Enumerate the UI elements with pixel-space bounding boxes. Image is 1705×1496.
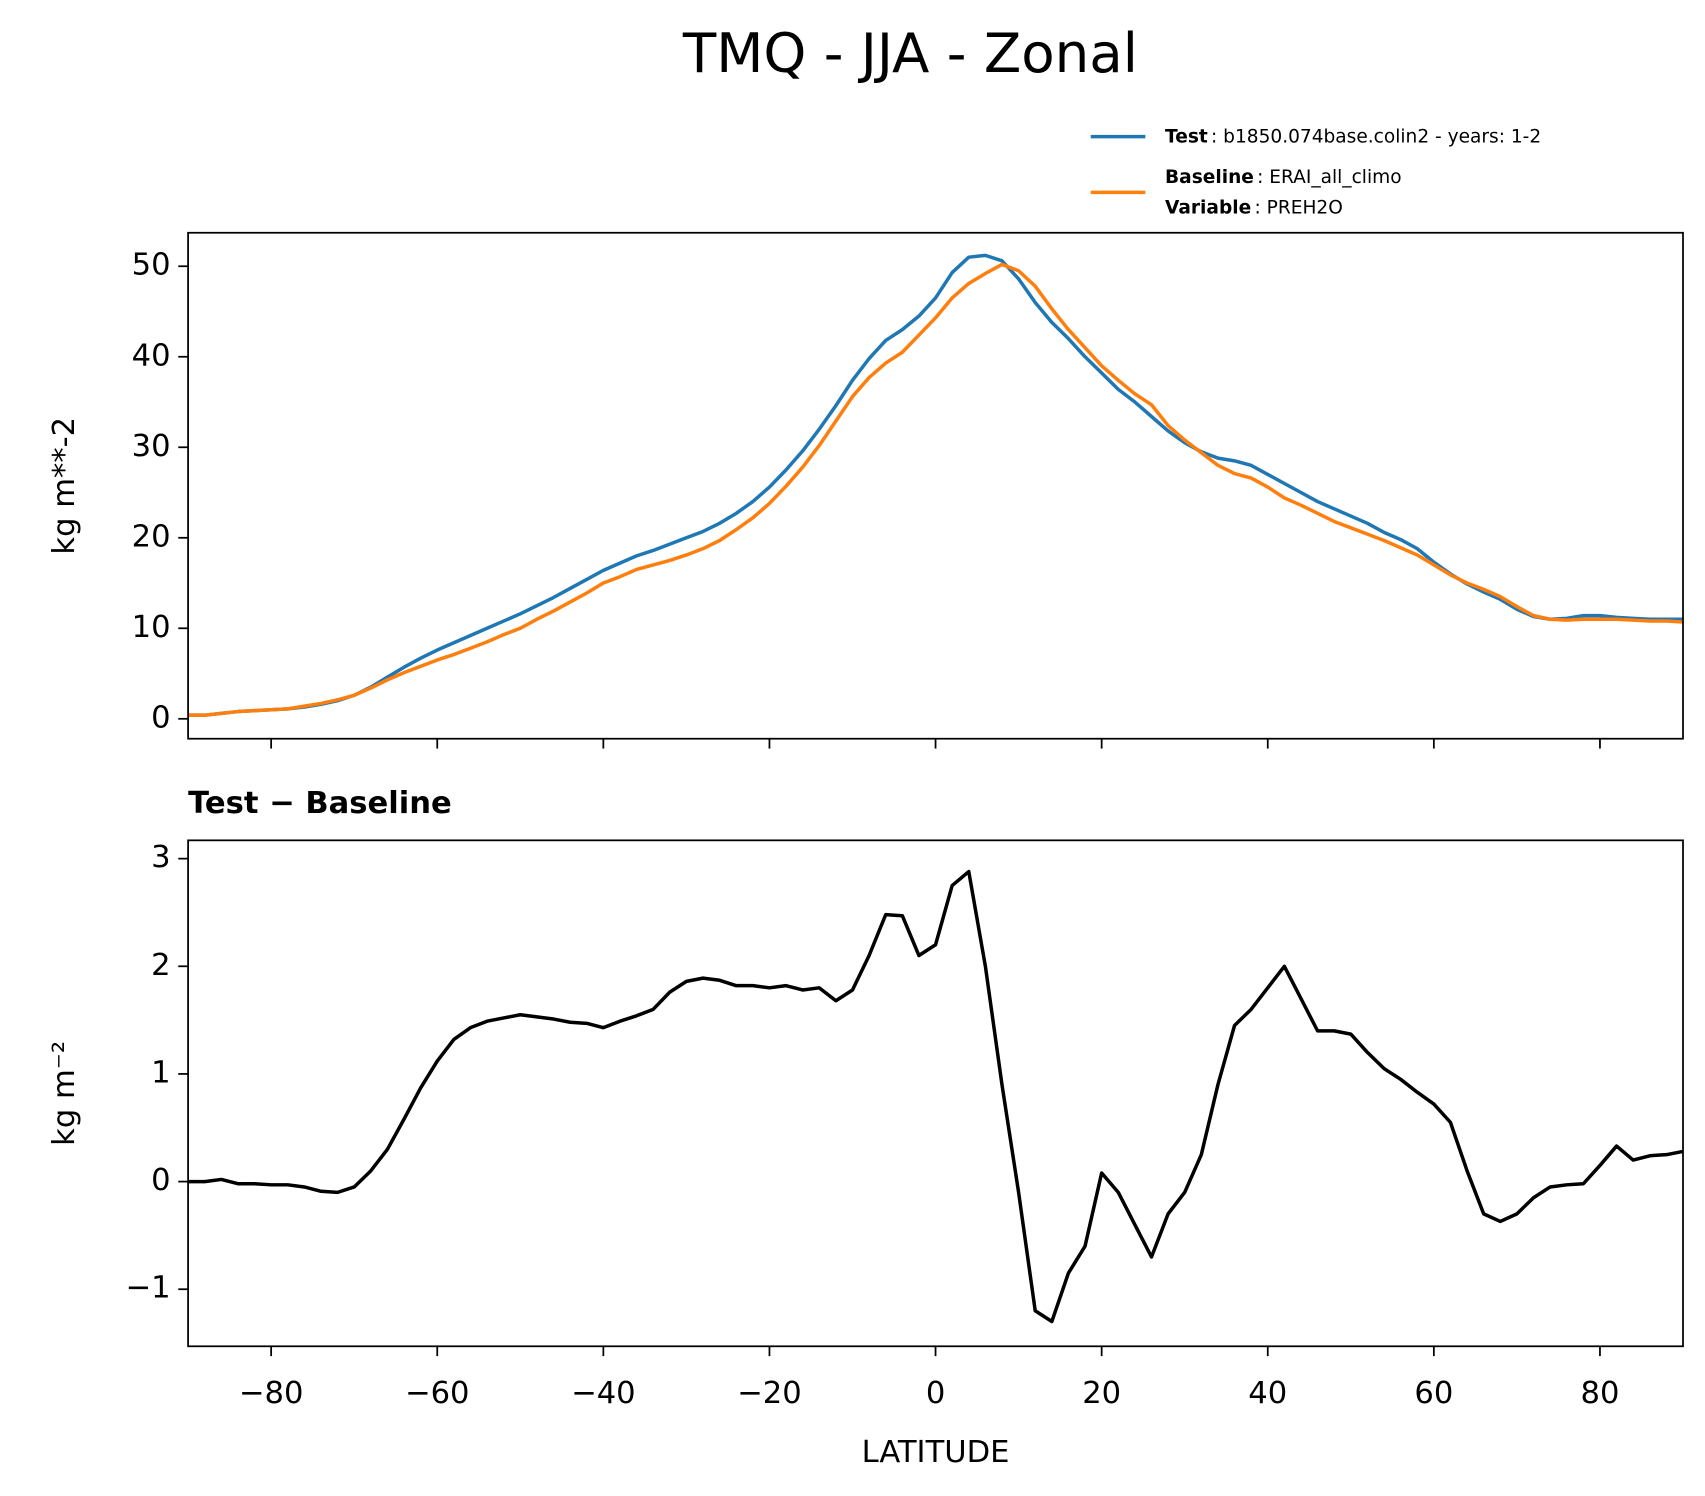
y-tick-label: 2	[151, 948, 170, 983]
x-tick-label: −80	[239, 1376, 304, 1411]
legend-label: : b1850.074base.colin2 - years: 1-2	[1211, 126, 1541, 147]
y-tick-label: 0	[151, 700, 170, 735]
legend-label: : ERAI_all_climo	[1257, 167, 1401, 188]
y-tick-label: 3	[151, 840, 170, 875]
x-tick-label: 40	[1248, 1376, 1287, 1411]
x-tick-label: −40	[571, 1376, 636, 1411]
x-tick-label: −20	[737, 1376, 802, 1411]
y-tick-label: 20	[132, 519, 171, 554]
panel-title: Test − Baseline	[188, 786, 452, 821]
x-tick-label: 0	[926, 1376, 945, 1411]
x-axis-label: LATITUDE	[862, 1435, 1010, 1470]
x-tick-label: 80	[1580, 1376, 1619, 1411]
data-line	[188, 869, 1684, 1324]
x-tick-label: 60	[1414, 1376, 1453, 1411]
x-tick-label: 20	[1082, 1376, 1121, 1411]
y-tick-label: 50	[132, 248, 171, 283]
legend-name: Test	[1165, 126, 1208, 147]
legend-entry: Variable: PREH2O	[1165, 197, 1343, 218]
y-tick-label: 40	[132, 338, 171, 373]
legend-entry: Baseline: ERAI_all_climo	[1165, 167, 1402, 188]
legend-entry: Test: b1850.074base.colin2 - years: 1-2	[1165, 126, 1541, 147]
y-tick-label: 30	[132, 429, 171, 464]
y-axis-label: kg m⁻²	[47, 1041, 82, 1146]
data-line	[188, 262, 1684, 717]
figure-title: TMQ - JJA - Zonal	[682, 21, 1138, 85]
x-tick-label: −60	[405, 1376, 470, 1411]
y-tick-label: 10	[132, 610, 171, 645]
legend-name: Variable	[1165, 197, 1251, 218]
data-line	[188, 253, 1684, 717]
y-tick-label: 0	[151, 1163, 170, 1198]
legend-name: Baseline	[1165, 167, 1254, 188]
y-axis-label: kg m**-2	[47, 417, 82, 555]
legend-label: : PREH2O	[1254, 197, 1342, 218]
y-tick-label: −1	[126, 1271, 171, 1306]
y-tick-label: 1	[151, 1055, 170, 1090]
